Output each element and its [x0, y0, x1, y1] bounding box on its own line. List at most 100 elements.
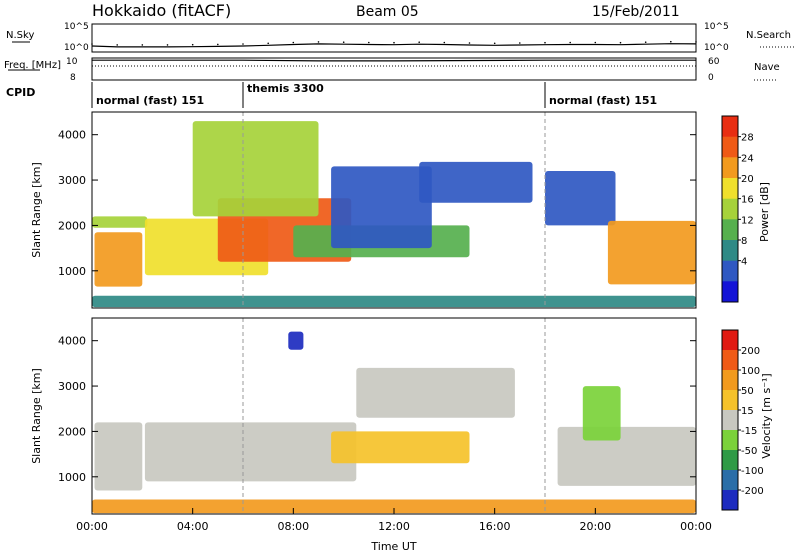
data-region [331, 431, 470, 464]
date-title: 15/Feb/2011 [592, 4, 680, 20]
noise-left-label: N.Sky [6, 30, 34, 41]
colorbar-frame [721, 115, 739, 303]
data-region [94, 232, 143, 287]
x-tick-label: 16:00 [479, 520, 511, 533]
noise-point [644, 41, 647, 43]
beam-title: Beam 05 [356, 4, 419, 20]
noise-point [393, 41, 395, 44]
velocity-panel: 1000 2000 3000 4000 00:00 04:00 08:00 12:00 16:… [30, 317, 773, 553]
colorbar-swatch [722, 470, 738, 491]
cpid-row: CPID normal (fast) 151 themis 3300 normal … [6, 82, 657, 108]
colorbar-swatch [722, 410, 738, 431]
data-region [545, 171, 616, 226]
power-panel: 1000 2000 3000 4000 Slant Range [km] 28 24 20… [30, 111, 771, 309]
colorbar-swatch [722, 260, 738, 282]
colorbar-tick-label: 24 [741, 153, 754, 164]
colorbar-swatch [722, 281, 738, 303]
nave-tick-low-right: 0 [708, 73, 714, 83]
noise-tick-low-right: 10^0 [704, 43, 729, 53]
noise-point [544, 41, 546, 44]
y-tick-label: 1000 [58, 471, 86, 484]
y-tick-label: 2000 [58, 425, 86, 438]
velocity-ylabel: Slant Range [km] [30, 368, 43, 464]
colorbar-swatch [722, 430, 738, 451]
y-tick-label: 2000 [58, 219, 86, 232]
noise-point [569, 41, 571, 44]
y-tick-label: 3000 [58, 380, 86, 393]
colorbar-tick-label: 20 [741, 174, 754, 185]
data-region [607, 220, 696, 285]
power-ylabel: Slant Range [km] [30, 162, 43, 258]
noise-point [519, 42, 521, 44]
noise-point [141, 44, 144, 46]
noise-point [443, 41, 446, 44]
noise-tick-high-right: 10^5 [704, 22, 729, 32]
x-tick-label: 12:00 [378, 520, 410, 533]
data-region [288, 331, 304, 350]
cpid-segment-label: normal (fast) 151 [549, 94, 657, 107]
colorbar-tick-label: 16 [741, 195, 754, 206]
velocity-y-ticks: 1000 2000 3000 4000 [58, 335, 696, 484]
frequency-panel: Freq. [MHz] 10 8 60 0 Nave [4, 57, 780, 83]
colorbar-swatch [722, 390, 738, 411]
cpid-label: CPID [6, 86, 35, 99]
colorbar-swatch [722, 350, 738, 371]
x-tick-label: 20:00 [579, 520, 611, 533]
noise-point [191, 43, 194, 46]
colorbar-tick-label: 28 [741, 133, 754, 144]
colorbar-tick-label: -200 [741, 486, 764, 497]
noise-sky-line [91, 43, 697, 48]
data-region [92, 295, 696, 308]
colorbar-tick-label: -50 [741, 446, 757, 457]
noise-point [317, 41, 320, 43]
freq-tick-low-left: 8 [70, 73, 76, 83]
x-tick-label: 08:00 [277, 520, 309, 533]
noise-tick-high-left: 10^5 [64, 22, 89, 32]
power-y-ticks: 1000 2000 3000 4000 [58, 129, 696, 278]
noise-point [116, 44, 118, 46]
noise-point [242, 43, 244, 45]
x-tick-label: 00:00 [76, 520, 108, 533]
colorbar-tick-label: -100 [741, 466, 764, 477]
colorbar-swatch [722, 157, 738, 179]
colorbar-tick-label: 100 [741, 366, 760, 377]
noise-point [292, 41, 295, 44]
data-region [419, 161, 533, 203]
noise-point [166, 44, 169, 46]
data-region [356, 367, 515, 418]
colorbar-tick-label: 12 [741, 215, 754, 226]
nave-right-label: Nave [754, 62, 780, 73]
station-title: Hokkaido (fitACF) [92, 1, 231, 20]
x-tick-label: 00:00 [680, 520, 712, 533]
data-region [582, 386, 621, 441]
cpid-segment-label: normal (fast) 151 [96, 94, 204, 107]
colorbar-swatch [722, 330, 738, 351]
velocity-colorbar: 200 100 50 15 -15 -50 -100 -200 [721, 329, 764, 511]
noise-point [695, 41, 697, 43]
colorbar-swatch [722, 450, 738, 471]
freq-tick-high-left: 10 [66, 57, 78, 67]
y-tick-label: 4000 [58, 129, 86, 142]
velocity-colorbar-label: Velocity [m s⁻¹] [760, 373, 773, 458]
data-region [144, 422, 357, 482]
y-tick-label: 3000 [58, 174, 86, 187]
noise-point [267, 42, 270, 45]
data-region [331, 166, 432, 249]
colorbar-swatch [722, 219, 738, 241]
colorbar-tick-label: 4 [741, 257, 747, 268]
noise-point [468, 42, 471, 44]
colorbar-swatch [722, 198, 738, 220]
x-tick-label: 04:00 [177, 520, 209, 533]
noise-panel: N.Sky N.Search 10^5 10^0 10^5 10^0 [6, 22, 796, 53]
colorbar-tick-label: 15 [741, 406, 754, 417]
noise-point [594, 41, 597, 44]
y-tick-label: 1000 [58, 265, 86, 278]
frequency-line [92, 59, 696, 62]
noise-point [418, 41, 421, 43]
colorbar-swatch [722, 136, 738, 158]
data-region [94, 422, 143, 491]
freq-left-label: Freq. [MHz] [4, 60, 61, 71]
nave-tick-high-right: 60 [708, 57, 720, 67]
noise-point [619, 41, 622, 44]
power-colorbar-label: Power [dB] [758, 182, 771, 242]
